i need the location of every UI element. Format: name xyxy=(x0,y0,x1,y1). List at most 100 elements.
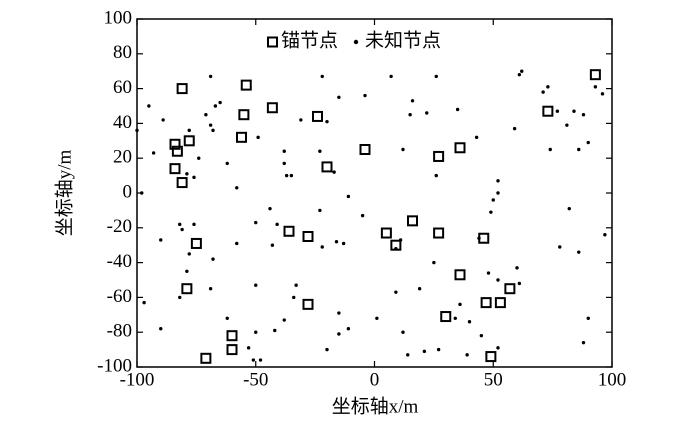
anchor-node xyxy=(183,135,195,147)
unknown-node xyxy=(180,227,184,232)
unknown-node xyxy=(458,302,462,307)
y-tick-label: 20 xyxy=(113,147,132,168)
unknown-node xyxy=(341,241,346,246)
anchor-node xyxy=(200,352,212,364)
anchor-node xyxy=(504,283,516,295)
anchor-node xyxy=(454,269,466,281)
unknown-node xyxy=(363,93,367,98)
unknown-node xyxy=(254,220,258,225)
legend-label: 锚节点 xyxy=(281,29,338,51)
unknown-node xyxy=(512,126,517,131)
unknown-node xyxy=(548,147,552,152)
anchor-node xyxy=(240,79,252,91)
y-tick-label: 100 xyxy=(104,7,133,28)
unknown-node xyxy=(294,283,298,287)
unknown-node xyxy=(320,245,324,249)
unknown-node xyxy=(292,295,296,300)
unknown-node xyxy=(185,172,189,176)
unknown-node xyxy=(197,156,201,160)
unknown-node xyxy=(593,85,598,89)
plot-frame xyxy=(136,18,613,368)
unknown-node xyxy=(187,128,191,133)
unknown-node xyxy=(275,222,279,227)
unknown-node xyxy=(282,318,286,322)
anchor-node xyxy=(321,161,333,173)
unknown-node xyxy=(432,260,436,265)
anchor-node xyxy=(433,150,445,162)
unknown-node xyxy=(394,290,398,294)
anchor-node xyxy=(176,83,188,95)
y-tick-label: 80 xyxy=(113,42,132,63)
unknown-node xyxy=(325,119,329,124)
unknown-node xyxy=(434,173,438,178)
anchor-node xyxy=(283,225,295,237)
anchor-node xyxy=(589,69,601,81)
anchor-node xyxy=(238,109,250,121)
unknown-node xyxy=(565,123,569,127)
y-tick-label: -80 xyxy=(107,321,132,342)
anchor-node xyxy=(176,177,188,189)
unknown-node xyxy=(251,358,256,362)
unknown-node xyxy=(436,347,441,352)
y-tick-label: -100 xyxy=(97,355,132,376)
anchor-node xyxy=(433,227,445,239)
unknown-node xyxy=(453,316,457,320)
x-tick-label: -100 xyxy=(120,369,155,390)
unknown-node xyxy=(389,74,393,79)
unknown-node xyxy=(282,149,286,153)
unknown-node xyxy=(517,281,522,286)
unknown-node xyxy=(337,332,341,336)
unknown-node xyxy=(211,128,215,133)
unknown-node xyxy=(425,111,429,115)
anchor-node xyxy=(236,131,247,143)
x-tick-label: 50 xyxy=(484,369,503,390)
unknown-node xyxy=(394,246,398,251)
unknown-node xyxy=(477,236,481,240)
unknown-node xyxy=(586,316,590,320)
unknown-node xyxy=(401,330,405,334)
unknown-node xyxy=(159,238,163,242)
unknown-node xyxy=(375,316,379,320)
unknown-node xyxy=(398,238,403,242)
anchor-node xyxy=(440,311,452,323)
unknown-node xyxy=(147,104,151,108)
unknown-node xyxy=(337,311,341,315)
unknown-node xyxy=(337,95,341,100)
legend-label: 未知节点 xyxy=(365,29,441,51)
anchor-node xyxy=(171,145,183,157)
unknown-node xyxy=(410,99,415,103)
unknown-node xyxy=(401,147,405,152)
unknown-node xyxy=(151,151,156,155)
anchor-node xyxy=(302,231,314,242)
unknown-node xyxy=(422,349,427,354)
unknown-node xyxy=(346,327,351,331)
unknown-node xyxy=(246,346,251,350)
unknown-node xyxy=(254,330,258,334)
anchor-node xyxy=(454,142,466,154)
unknown-node xyxy=(208,287,213,291)
unknown-node xyxy=(417,287,422,291)
anchor-node xyxy=(181,283,193,295)
unknown-node xyxy=(334,240,339,244)
unknown-node xyxy=(555,109,560,113)
unknown-node xyxy=(567,206,571,211)
y-tick-label: 40 xyxy=(113,112,132,133)
y-tick-label: 0 xyxy=(123,181,133,202)
unknown-node xyxy=(360,213,365,218)
unknown-node xyxy=(541,90,545,94)
unknown-node xyxy=(332,170,336,174)
unknown-node xyxy=(491,198,495,202)
unknown-node xyxy=(273,328,277,333)
unknown-node xyxy=(187,252,191,256)
legend-marker xyxy=(267,36,278,48)
unknown-node xyxy=(235,241,239,246)
x-tick-label: 100 xyxy=(598,369,627,390)
unknown-node xyxy=(208,123,213,127)
unknown-node xyxy=(496,179,500,183)
anchor-node xyxy=(190,237,202,249)
anchor-node xyxy=(380,227,392,239)
unknown-node xyxy=(600,92,605,96)
unknown-node xyxy=(558,245,562,249)
unknown-node xyxy=(218,100,222,105)
unknown-node xyxy=(406,353,410,357)
